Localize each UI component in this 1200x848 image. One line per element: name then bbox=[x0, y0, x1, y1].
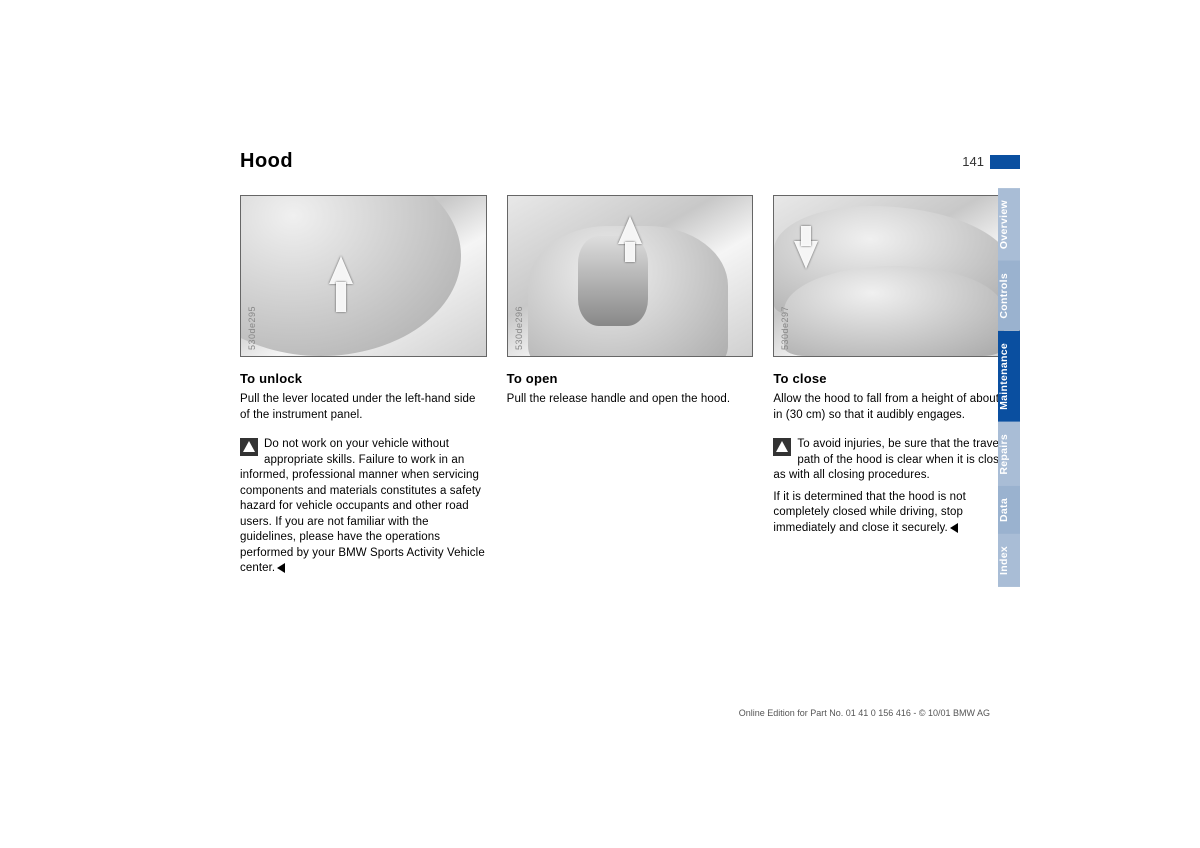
illustration-ref: 530de296 bbox=[514, 306, 524, 350]
manual-page: Hood 141 530de295 To unlock Pull the lev… bbox=[0, 0, 1200, 583]
illustration-unlock: 530de295 bbox=[240, 195, 487, 357]
column-open: 530de296 To open Pull the release handle… bbox=[507, 195, 754, 583]
warning-close-text2: If it is determined that the hood is not… bbox=[773, 491, 966, 534]
illustration-open: 530de296 bbox=[507, 195, 754, 357]
page-bar-icon bbox=[990, 155, 1020, 169]
warning-close: To avoid injuries, be sure that the trav… bbox=[773, 437, 1020, 484]
column-unlock: 530de295 To unlock Pull the lever locate… bbox=[240, 195, 487, 583]
warning-icon bbox=[240, 438, 258, 456]
footer-text: Online Edition for Part No. 01 41 0 156 … bbox=[739, 708, 990, 718]
heading-open: To open bbox=[507, 371, 754, 386]
warning-icon bbox=[773, 438, 791, 456]
page-number-wrap: 141 bbox=[962, 154, 1020, 169]
illustration-close: 530de297 bbox=[773, 195, 1020, 357]
header: Hood 141 bbox=[240, 150, 1020, 173]
tab-controls[interactable]: Controls bbox=[998, 261, 1020, 331]
heading-unlock: To unlock bbox=[240, 371, 487, 386]
content-columns: 530de295 To unlock Pull the lever locate… bbox=[240, 195, 1020, 583]
illustration-ref: 530de295 bbox=[247, 306, 257, 350]
text-close: Allow the hood to fall from a height of … bbox=[773, 392, 1020, 423]
end-mark-icon bbox=[277, 563, 285, 573]
text-unlock: Pull the lever located under the left-ha… bbox=[240, 392, 487, 423]
end-mark-icon bbox=[950, 523, 958, 533]
warning-close-2: If it is determined that the hood is not… bbox=[773, 490, 1020, 537]
tab-overview[interactable]: Overview bbox=[998, 188, 1020, 261]
heading-close: To close bbox=[773, 371, 1020, 386]
page-number: 141 bbox=[962, 154, 984, 169]
page-title: Hood bbox=[240, 150, 293, 173]
tab-data[interactable]: Data bbox=[998, 486, 1020, 534]
warning-text: Do not work on your vehicle without appr… bbox=[240, 438, 485, 574]
warning-close-text1: To avoid injuries, be sure that the trav… bbox=[773, 438, 1015, 481]
illustration-ref: 530de297 bbox=[780, 306, 790, 350]
column-close: 530de297 To close Allow the hood to fall… bbox=[773, 195, 1020, 583]
tab-repairs[interactable]: Repairs bbox=[998, 422, 1020, 487]
text-open: Pull the release handle and open the hoo… bbox=[507, 392, 754, 408]
warning-unlock: Do not work on your vehicle without appr… bbox=[240, 437, 487, 577]
tab-index[interactable]: Index bbox=[998, 534, 1020, 587]
side-tabs: Overview Controls Maintenance Repairs Da… bbox=[998, 188, 1020, 587]
tab-maintenance[interactable]: Maintenance bbox=[998, 331, 1020, 422]
